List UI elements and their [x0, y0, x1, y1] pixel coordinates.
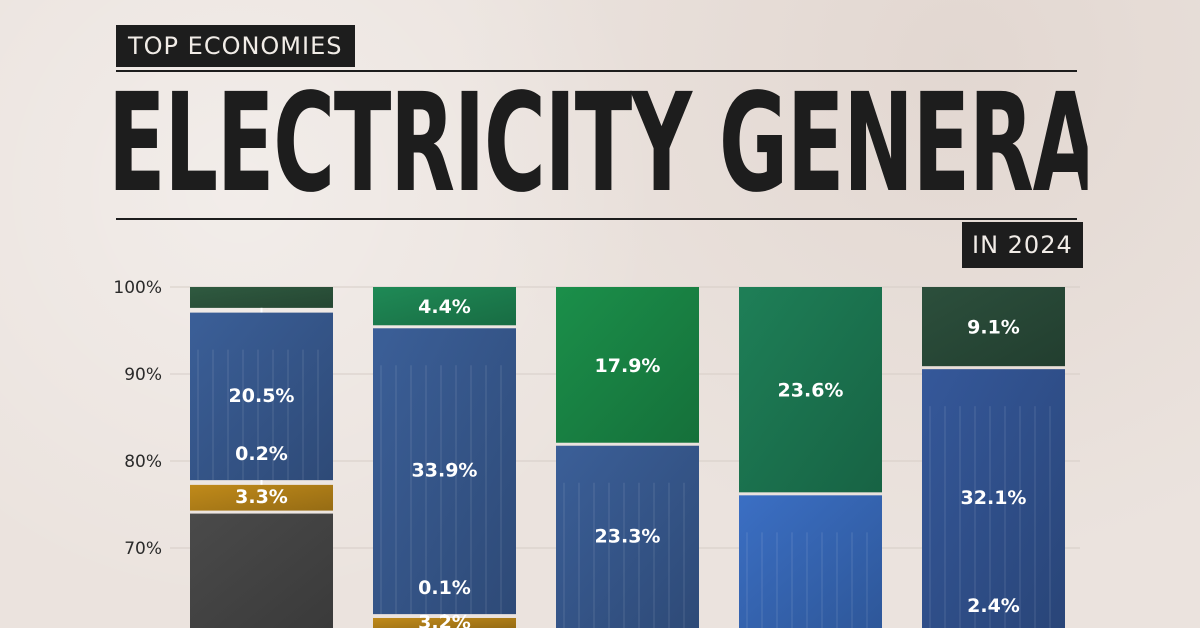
bar-4-solar-value-label: 2.4% [967, 595, 1020, 617]
bar-1-oil-segment [373, 617, 516, 628]
bar-1-other-segment [373, 287, 516, 326]
bar-0-hydro-value-label: 20.5% [229, 385, 295, 407]
bar-0-oil-segment [190, 484, 333, 511]
bar-2-other-segment [556, 287, 699, 443]
bar-4-hydro-value-label: 32.1% [961, 487, 1027, 509]
bar-1-hydro-value-label: 33.9% [412, 460, 478, 482]
bar-2-hydro-segment [556, 445, 699, 628]
bar-4-hydro-segment [922, 369, 1065, 628]
y-tick-label-1: 90% [124, 365, 162, 385]
y-tick-label-3: 70% [124, 539, 162, 559]
bar-1-nuclear-value-label: 0.1% [418, 577, 471, 599]
y-tick-label-0: 100% [113, 278, 162, 298]
y-tick-label-2: 80% [124, 452, 162, 472]
bar-0-oil-value-label: 3.3% [235, 486, 288, 508]
bar-0-nuclear-value-label: 0.2% [235, 443, 288, 465]
bar-0-other-segment [190, 287, 333, 308]
year-badge: IN 2024 [962, 222, 1083, 268]
bar-1-hydro-segment [373, 328, 516, 615]
bar-1-oil-value-label: 3.2% [418, 611, 471, 628]
bar-4-other-segment [922, 287, 1065, 367]
header-tag: TOP ECONOMIES [116, 25, 355, 67]
bar-2-other-value-label: 17.9% [595, 355, 661, 377]
bar-1-other-value-label: 4.4% [418, 296, 471, 318]
chart-title: ELECTRICITY GENERATION [108, 74, 1088, 214]
bar-2-hydro-value-label: 23.3% [595, 525, 661, 547]
bar-3-other-value-label: 23.6% [778, 380, 844, 402]
bar-0-coal-segment [190, 513, 333, 628]
bar-4-other-value-label: 9.1% [967, 317, 1020, 339]
bar-3-hydro-segment [739, 495, 882, 628]
bar-3-other-segment [739, 287, 882, 493]
title-top-rule [116, 70, 1077, 72]
title-bottom-rule [116, 218, 1077, 220]
bar-0-hydro-segment [190, 312, 333, 481]
